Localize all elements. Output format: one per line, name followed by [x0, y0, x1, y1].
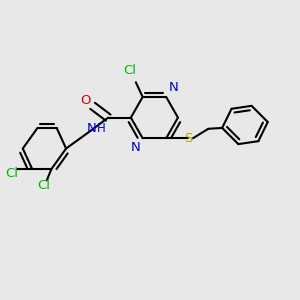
Text: N: N [86, 122, 96, 135]
Text: Cl: Cl [5, 167, 18, 180]
Text: N: N [169, 81, 178, 94]
Text: S: S [184, 132, 193, 145]
Text: H: H [97, 122, 106, 135]
Text: O: O [80, 94, 91, 107]
Text: N: N [130, 141, 140, 154]
Text: Cl: Cl [123, 64, 136, 77]
Text: Cl: Cl [37, 179, 50, 192]
